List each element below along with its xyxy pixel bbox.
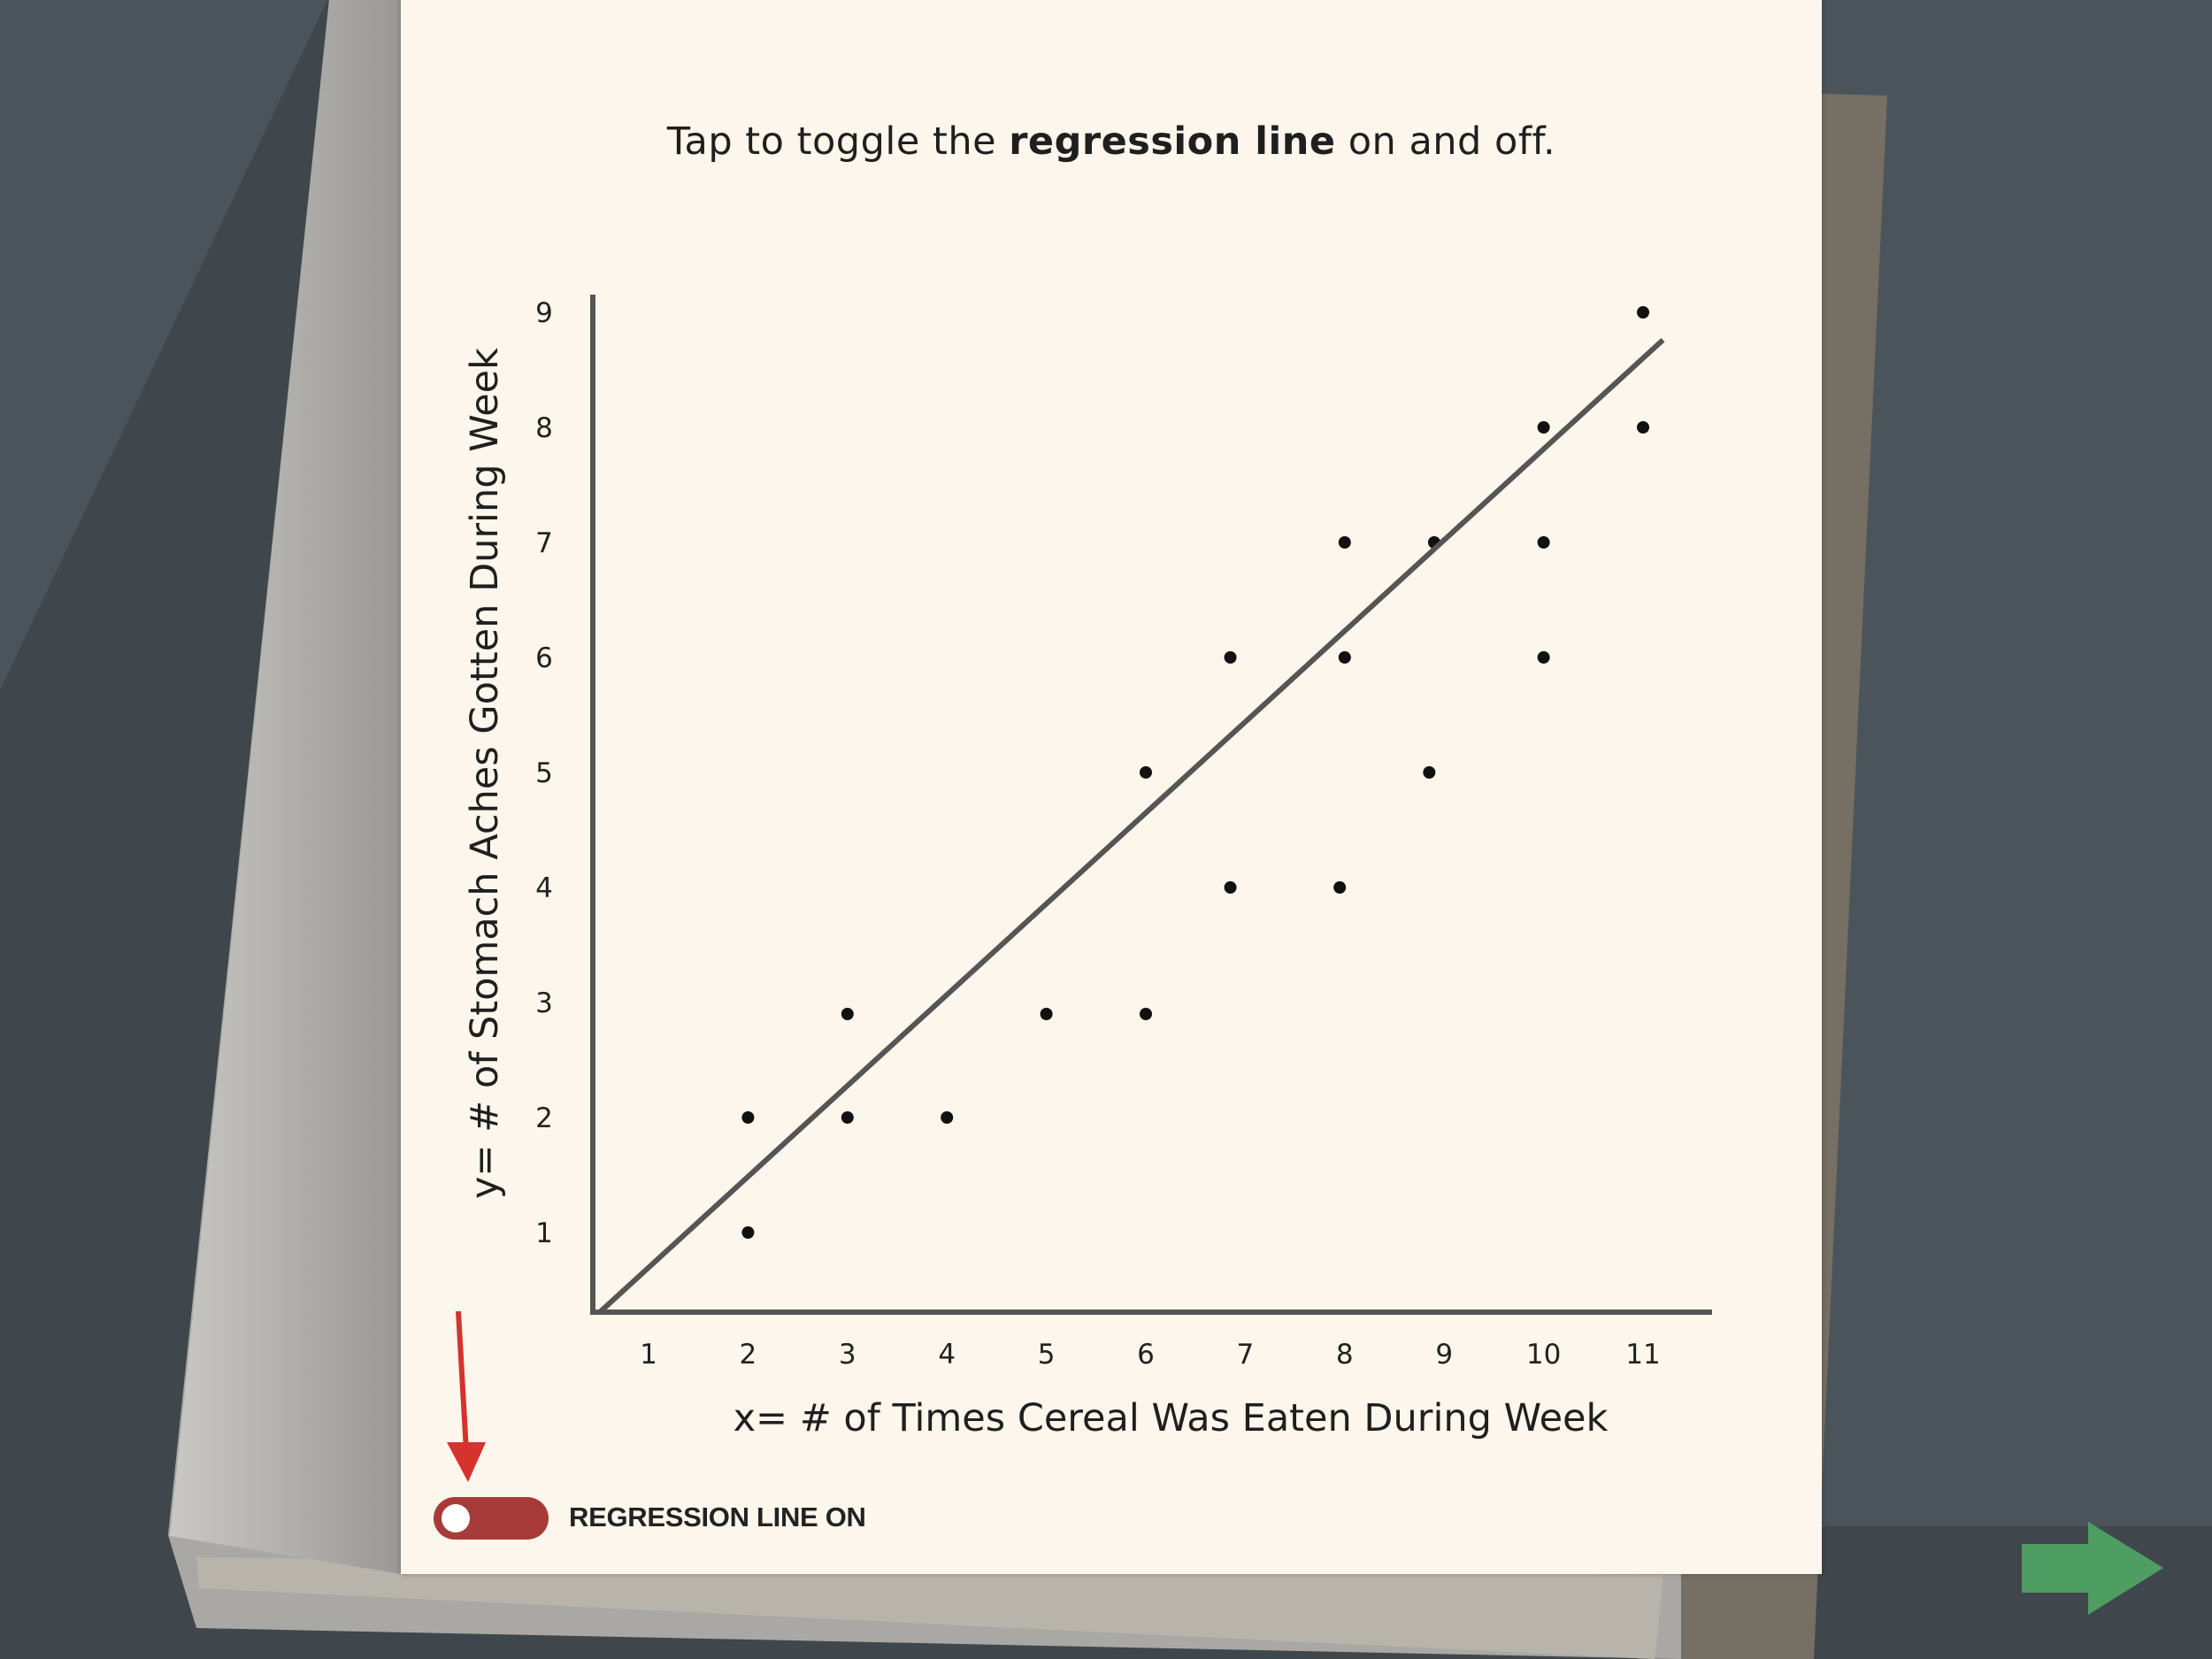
data-point xyxy=(741,1226,755,1239)
regression-line-toggle[interactable] xyxy=(434,1497,549,1540)
y-tick-label: 4 xyxy=(535,872,553,904)
x-axis-label: x= # of Times Cereal Was Eaten During We… xyxy=(733,1396,1609,1440)
data-point xyxy=(1423,766,1436,779)
y-tick-label: 7 xyxy=(535,527,553,559)
data-point xyxy=(1338,651,1351,664)
data-point xyxy=(1333,881,1347,894)
y-tick-label: 5 xyxy=(535,757,553,789)
instruction-suffix: on and off. xyxy=(1335,119,1556,164)
y-axis-label: y= # of Stomach Aches Gotten During Week xyxy=(463,348,507,1199)
y-tick-label: 2 xyxy=(535,1102,553,1134)
data-point xyxy=(1140,766,1152,779)
right-arrow-icon xyxy=(2022,1522,2163,1615)
instruction-prefix: Tap to toggle the xyxy=(666,119,1010,164)
x-tick-label: 10 xyxy=(1526,1339,1561,1371)
regression-line xyxy=(596,337,1665,1316)
data-point xyxy=(1338,536,1351,549)
data-point xyxy=(1637,306,1649,319)
x-tick-label: 7 xyxy=(1237,1339,1255,1371)
data-point xyxy=(1040,1008,1053,1020)
x-tick-label: 9 xyxy=(1435,1339,1453,1371)
y-tick-label: 3 xyxy=(535,987,553,1019)
y-tick-label: 1 xyxy=(535,1217,553,1249)
data-point xyxy=(841,1008,854,1020)
y-tick-label: 6 xyxy=(535,642,553,674)
data-point xyxy=(1537,651,1550,664)
data-point xyxy=(741,1111,755,1124)
x-tick-label: 4 xyxy=(938,1339,956,1371)
x-tick-label: 6 xyxy=(1137,1339,1155,1371)
toggle-knob xyxy=(442,1504,470,1532)
x-tick-label: 11 xyxy=(1625,1339,1660,1371)
data-point xyxy=(1537,536,1550,549)
y-tick-label: 8 xyxy=(535,412,553,444)
x-tick-label: 1 xyxy=(640,1339,657,1371)
next-button[interactable] xyxy=(2022,1522,2163,1615)
x-tick-label: 2 xyxy=(740,1339,757,1371)
data-point xyxy=(1637,421,1649,434)
x-tick-label: 3 xyxy=(839,1339,856,1371)
instruction-bold: regression line xyxy=(1009,119,1336,164)
data-point xyxy=(1224,651,1237,664)
data-point xyxy=(1224,881,1237,894)
x-tick-label: 5 xyxy=(1038,1339,1056,1371)
y-tick-label: 9 xyxy=(535,297,553,329)
instruction-text: Tap to toggle the regression line on and… xyxy=(401,119,1822,164)
data-point xyxy=(1140,1008,1152,1020)
data-point xyxy=(941,1111,954,1124)
data-point xyxy=(841,1111,854,1124)
toggle-label: REGRESSION LINE ON xyxy=(569,1502,866,1532)
data-point xyxy=(1537,421,1550,434)
x-tick-label: 8 xyxy=(1336,1339,1354,1371)
